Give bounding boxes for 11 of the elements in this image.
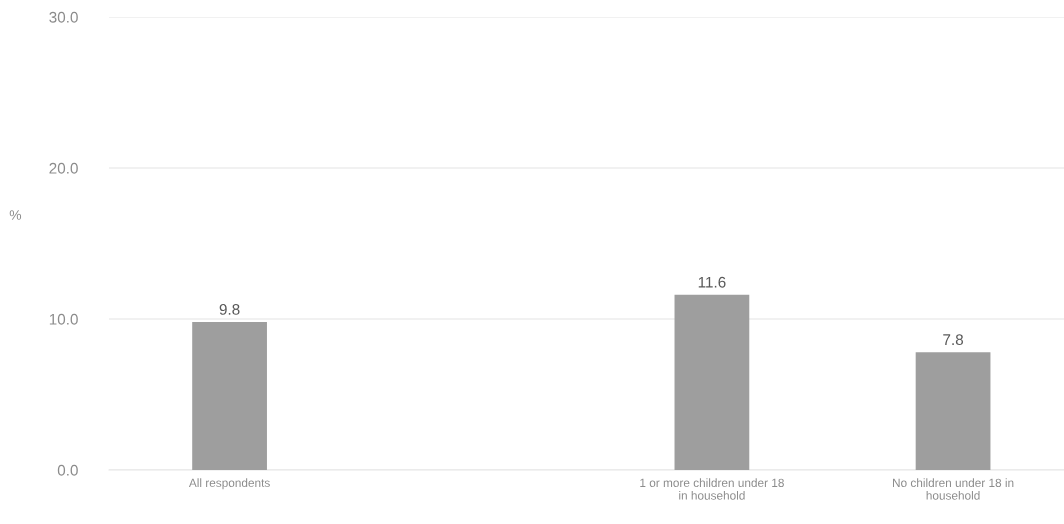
y-tick-label: 10.0 [49, 313, 78, 325]
x-tick-label: All respondents [188, 478, 270, 490]
y-tick-label: 30.0 [49, 11, 78, 23]
data-label: 7.8 [943, 334, 964, 346]
data-label: 11.6 [698, 276, 726, 288]
y-tick-label: 20.0 [49, 162, 78, 174]
x-tick-label: 1 or more children under 18 in household [640, 478, 784, 500]
y-axis-title: % [9, 210, 22, 220]
x-tick-label: No children under 18 in household [893, 478, 1014, 500]
data-label: 9.8 [219, 304, 240, 315]
y-tick-label: 0.0 [57, 464, 78, 476]
